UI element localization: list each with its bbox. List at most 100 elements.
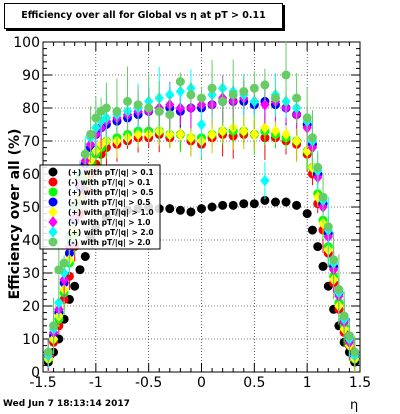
data-point xyxy=(291,135,302,147)
legend-entry: (+) with pT/|q| > 1.0 xyxy=(68,208,154,218)
data-point xyxy=(175,205,185,215)
data-point xyxy=(270,197,280,207)
legend-entry: (-) with pT/|q| > 1.0 xyxy=(68,218,150,228)
legend-entry: (+) with pT/|q| > 0.5 xyxy=(68,188,154,198)
data-point xyxy=(228,200,238,210)
x-tick-label: 1.5 xyxy=(349,375,371,391)
data-point xyxy=(318,261,328,271)
data-point xyxy=(207,83,217,93)
data-point xyxy=(144,103,154,113)
data-point xyxy=(217,125,228,137)
data-point xyxy=(307,225,317,235)
legend-entry: (+) with pT/|q| > 0.1 xyxy=(68,168,154,178)
data-point xyxy=(112,106,122,116)
y-tick-label: 50 xyxy=(22,200,40,216)
data-point xyxy=(49,321,59,331)
data-point xyxy=(350,347,360,357)
data-point xyxy=(48,177,58,187)
data-point xyxy=(281,197,291,207)
data-point xyxy=(249,199,259,209)
data-point xyxy=(48,187,58,197)
y-tick-label: 20 xyxy=(22,299,40,315)
data-point xyxy=(228,90,238,100)
data-point xyxy=(175,85,186,98)
data-point xyxy=(281,70,291,80)
data-point xyxy=(249,128,259,141)
data-point xyxy=(196,118,207,131)
data-point xyxy=(207,202,217,212)
data-point xyxy=(249,83,259,93)
data-point xyxy=(48,167,58,177)
data-point xyxy=(154,106,164,116)
data-point xyxy=(186,102,196,114)
x-axis-label: η xyxy=(350,398,359,413)
data-point xyxy=(197,204,206,214)
legend-entry: (-) with pT/|q| > 0.1 xyxy=(68,178,150,188)
data-point xyxy=(207,128,217,141)
y-tick-label: 100 xyxy=(13,35,40,51)
y-tick-label: 40 xyxy=(22,233,40,249)
data-point xyxy=(175,77,185,87)
data-point xyxy=(59,258,69,268)
data-point xyxy=(270,93,280,103)
data-point xyxy=(302,209,312,219)
x-tick-label: -0.5 xyxy=(135,375,162,391)
data-point xyxy=(339,311,349,321)
data-point xyxy=(86,129,96,139)
y-tick-label: 80 xyxy=(22,101,40,117)
data-point xyxy=(133,100,143,110)
data-point xyxy=(292,93,302,103)
data-point xyxy=(165,204,175,214)
title-box: Efficiency over all for Global vs η at p… xyxy=(4,3,283,29)
y-tick-label: 90 xyxy=(22,68,40,84)
data-point xyxy=(318,192,328,202)
data-point xyxy=(123,96,133,106)
data-point xyxy=(48,237,58,247)
data-point xyxy=(260,121,270,134)
data-point xyxy=(281,128,291,141)
data-point xyxy=(54,296,64,309)
data-point xyxy=(323,222,333,232)
data-point xyxy=(292,200,302,210)
data-point xyxy=(101,103,111,113)
data-point xyxy=(218,96,228,106)
data-point xyxy=(239,125,249,137)
legend-entry: (-) with pT/|q| > 2.0 xyxy=(68,238,150,248)
y-tick-label: 30 xyxy=(22,266,40,282)
data-point xyxy=(270,125,281,137)
data-point xyxy=(329,255,339,265)
x-tick-label: 1 xyxy=(303,375,312,391)
data-point xyxy=(313,242,323,252)
data-point xyxy=(175,128,186,141)
data-point xyxy=(260,80,270,90)
data-point xyxy=(313,162,323,172)
data-point xyxy=(43,347,53,357)
data-point xyxy=(54,265,64,275)
x-tick-label: -1.5 xyxy=(29,375,56,391)
y-axis-label: Efficiency over all (%) xyxy=(7,129,23,300)
data-point xyxy=(260,98,270,111)
footer-timestamp: Wed Jun 7 18:13:14 2017 xyxy=(3,399,130,409)
data-point xyxy=(344,331,354,341)
data-point xyxy=(165,110,175,120)
data-point xyxy=(239,87,249,96)
data-point xyxy=(80,149,90,159)
data-point xyxy=(197,93,206,103)
data-point xyxy=(302,113,312,123)
y-tick-label: 70 xyxy=(22,134,40,150)
data-point xyxy=(133,128,143,141)
legend-entry: (+) with pT/|q| > 2.0 xyxy=(68,228,154,238)
data-point xyxy=(334,285,344,294)
y-tick-label: 10 xyxy=(22,332,40,348)
data-point xyxy=(186,90,196,100)
data-point xyxy=(91,113,101,123)
data-point xyxy=(70,281,80,291)
chart-title: Efficiency over all for Global vs η at p… xyxy=(21,10,266,21)
data-point xyxy=(218,200,228,210)
data-point xyxy=(260,174,270,187)
data-point xyxy=(48,226,58,238)
legend-box xyxy=(39,164,161,250)
y-tick-label: 0 xyxy=(31,365,40,381)
data-point xyxy=(75,265,85,275)
